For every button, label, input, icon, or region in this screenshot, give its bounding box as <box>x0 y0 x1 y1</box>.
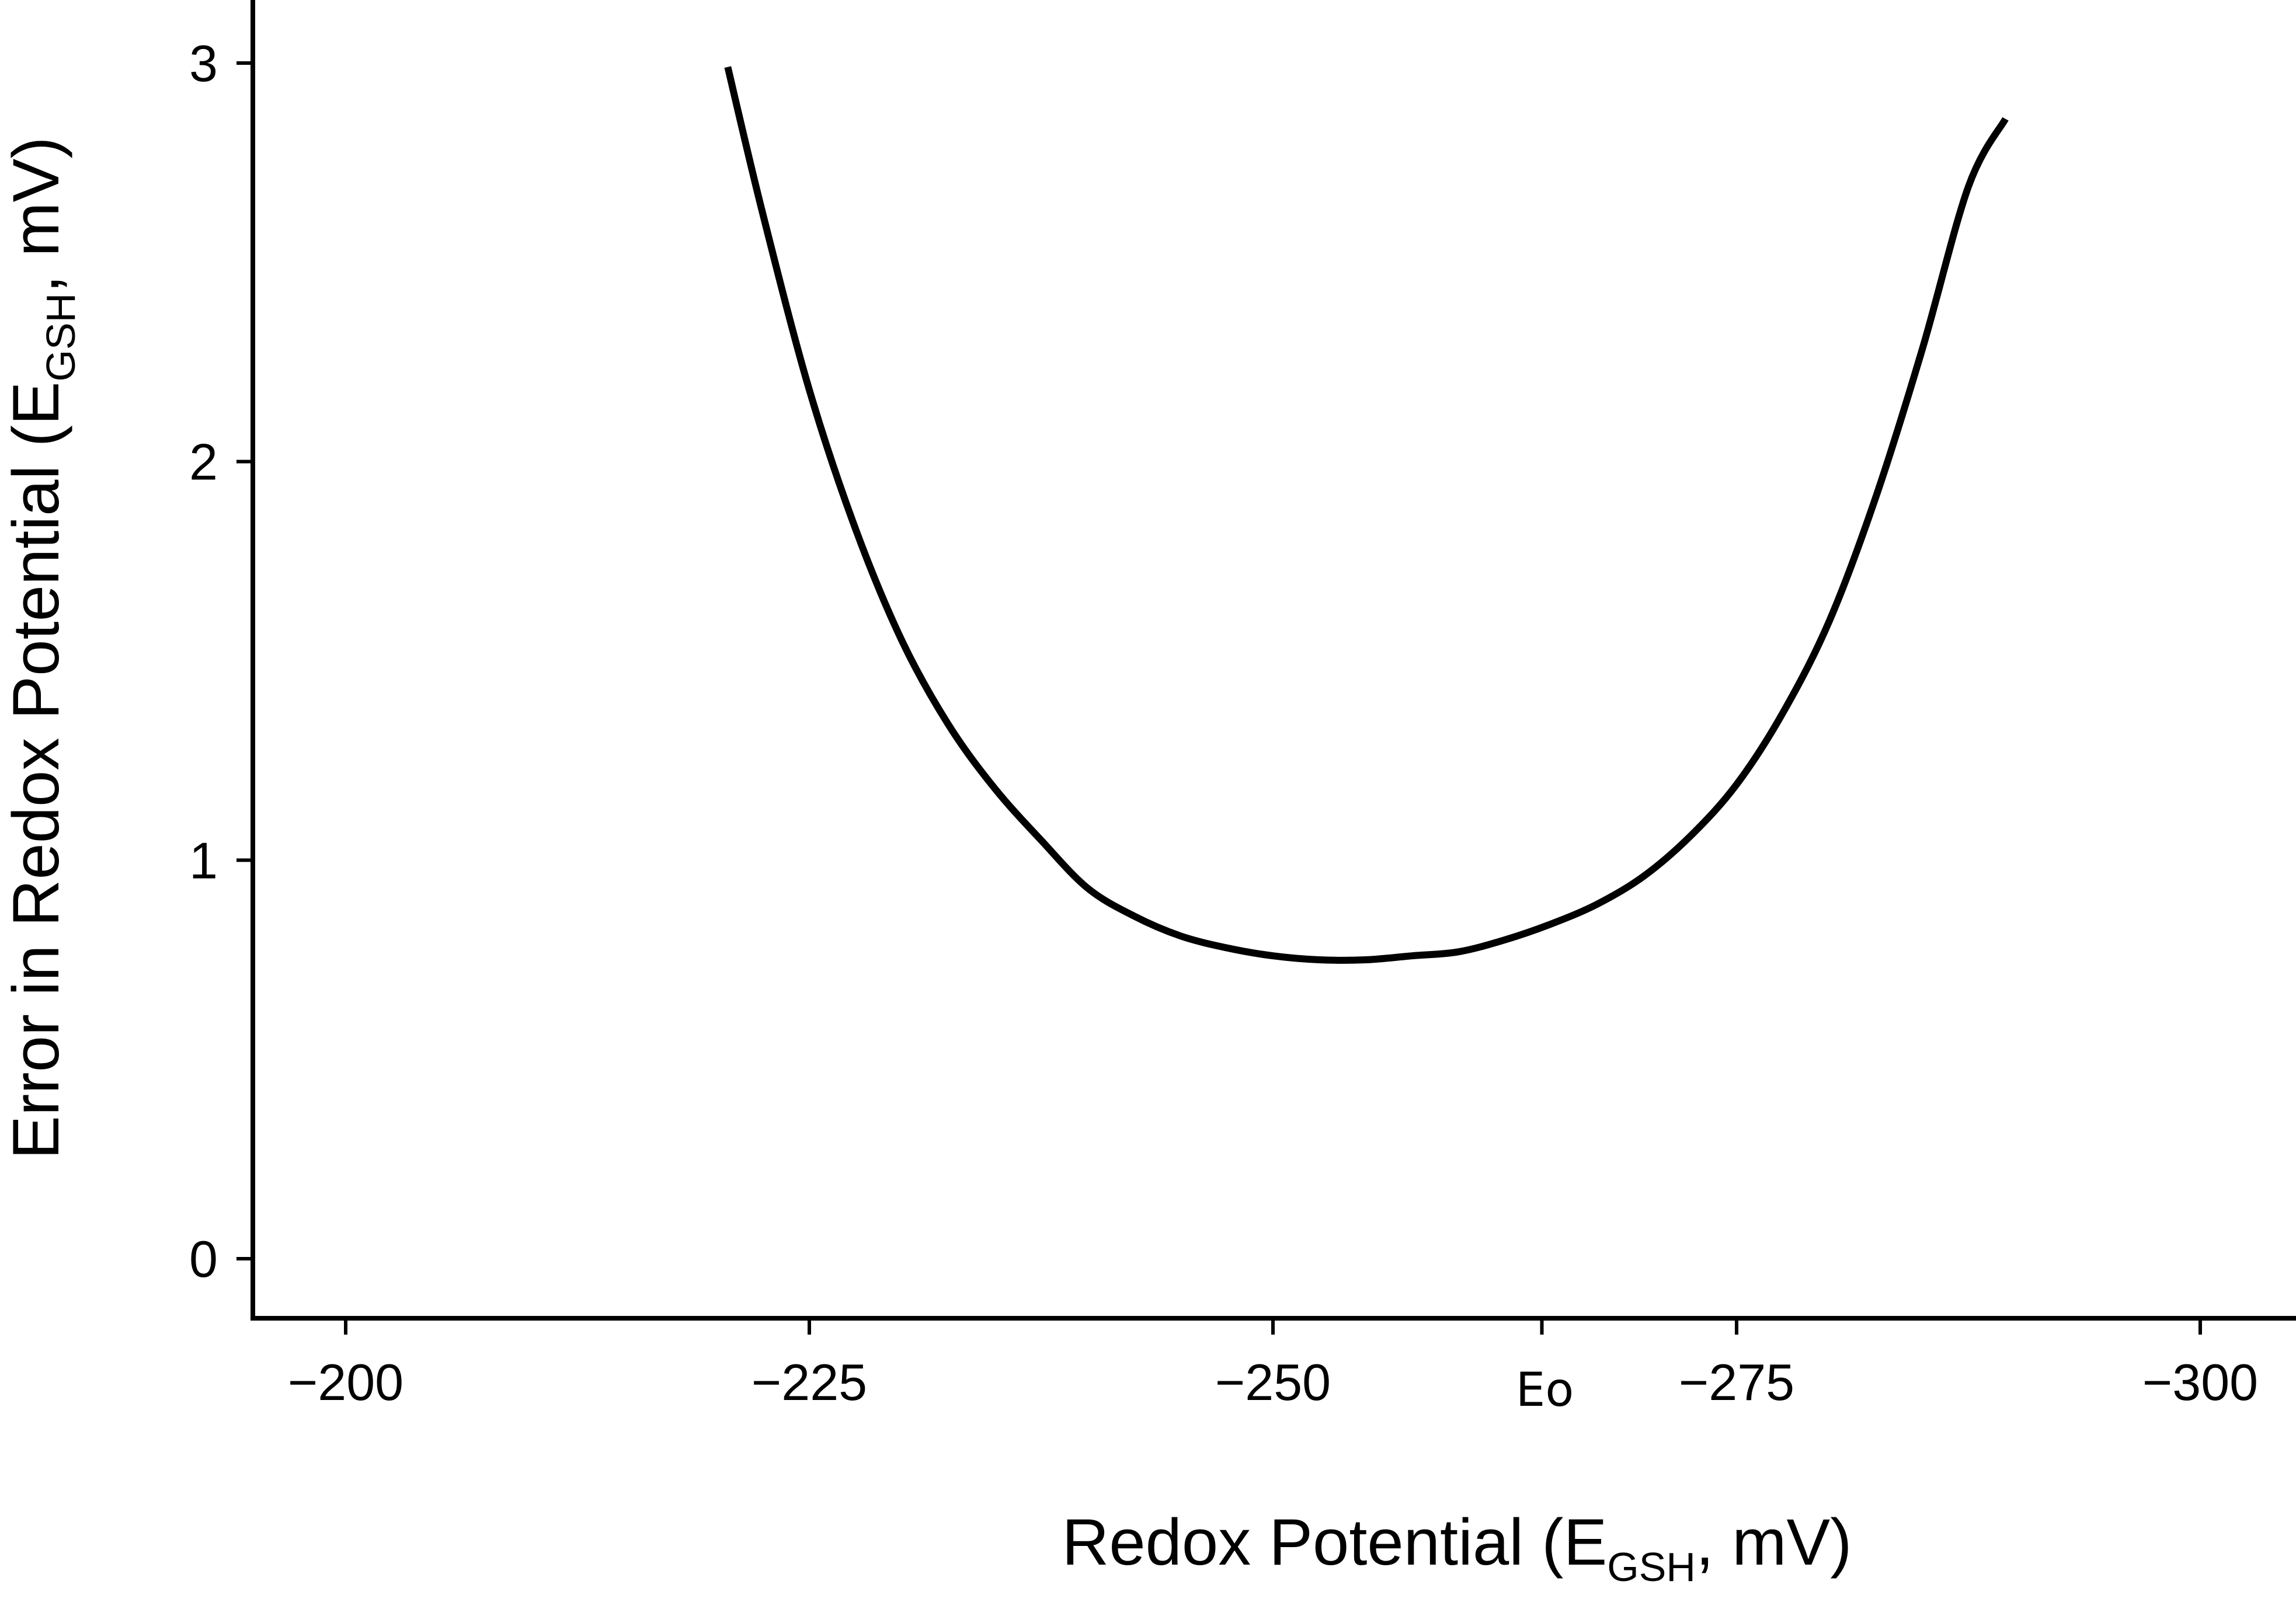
y-ticks: 0 1 2 3 <box>189 34 253 1288</box>
x-tick-label: −200 <box>288 1353 403 1411</box>
y-tick-label: 0 <box>189 1230 218 1288</box>
y-axis-title-tail: , mV) <box>0 137 72 293</box>
y-axis-title: Error in Redox Potential (EGSH, mV) <box>0 137 84 1159</box>
x-tick-label: −250 <box>1215 1353 1331 1411</box>
x-axis-title-main: Redox Potential (E <box>1062 1506 1607 1579</box>
axes <box>251 0 2296 1321</box>
x-tick-label: −275 <box>1679 1353 1794 1411</box>
x-axis-title: Redox Potential (EGSH, mV) <box>1062 1506 1852 1590</box>
eo-marker-label: Eo <box>1516 1363 1574 1417</box>
y-tick-label: 2 <box>189 433 218 491</box>
y-axis-title-sub: GSH <box>38 293 84 382</box>
y-tick-label: 3 <box>189 34 218 92</box>
error-curve-line <box>724 66 2009 964</box>
x-ticks: −200 −225 −250 −275 −300 <box>288 1318 2258 1411</box>
x-axis-title-sub: GSH <box>1607 1544 1696 1590</box>
x-axis-title-tail: , mV) <box>1696 1506 1852 1579</box>
series <box>724 66 2009 964</box>
y-axis-title-main: Error in Redox Potential (E <box>0 382 72 1159</box>
x-tick-label: −300 <box>2142 1353 2258 1411</box>
y-tick-label: 1 <box>189 831 218 889</box>
x-tick-label: −225 <box>752 1353 867 1411</box>
